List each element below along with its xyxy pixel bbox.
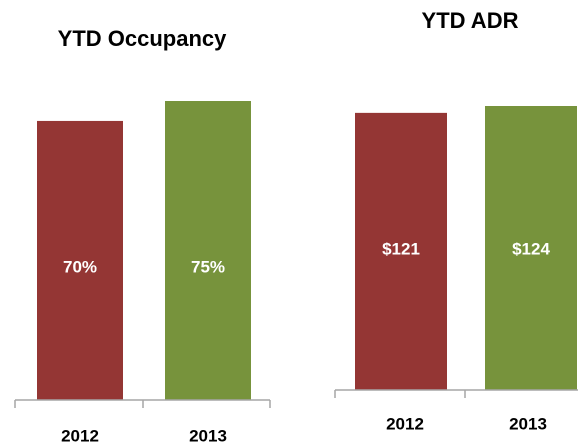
x-tick-label: 2013 xyxy=(509,414,547,433)
chart-title: YTD Occupancy xyxy=(58,26,227,51)
value-label: 70% xyxy=(63,257,97,276)
x-tick-label: 2012 xyxy=(61,426,99,445)
value-label: $121 xyxy=(382,239,420,258)
value-label: $124 xyxy=(512,239,550,258)
bar xyxy=(355,112,447,390)
chart-title: YTD ADR xyxy=(422,8,519,33)
bar xyxy=(37,120,123,400)
bar xyxy=(165,101,251,400)
x-tick-label: 2013 xyxy=(189,426,227,445)
x-tick-label: 2012 xyxy=(386,414,424,433)
bar xyxy=(485,106,577,390)
value-label: 75% xyxy=(191,257,225,276)
